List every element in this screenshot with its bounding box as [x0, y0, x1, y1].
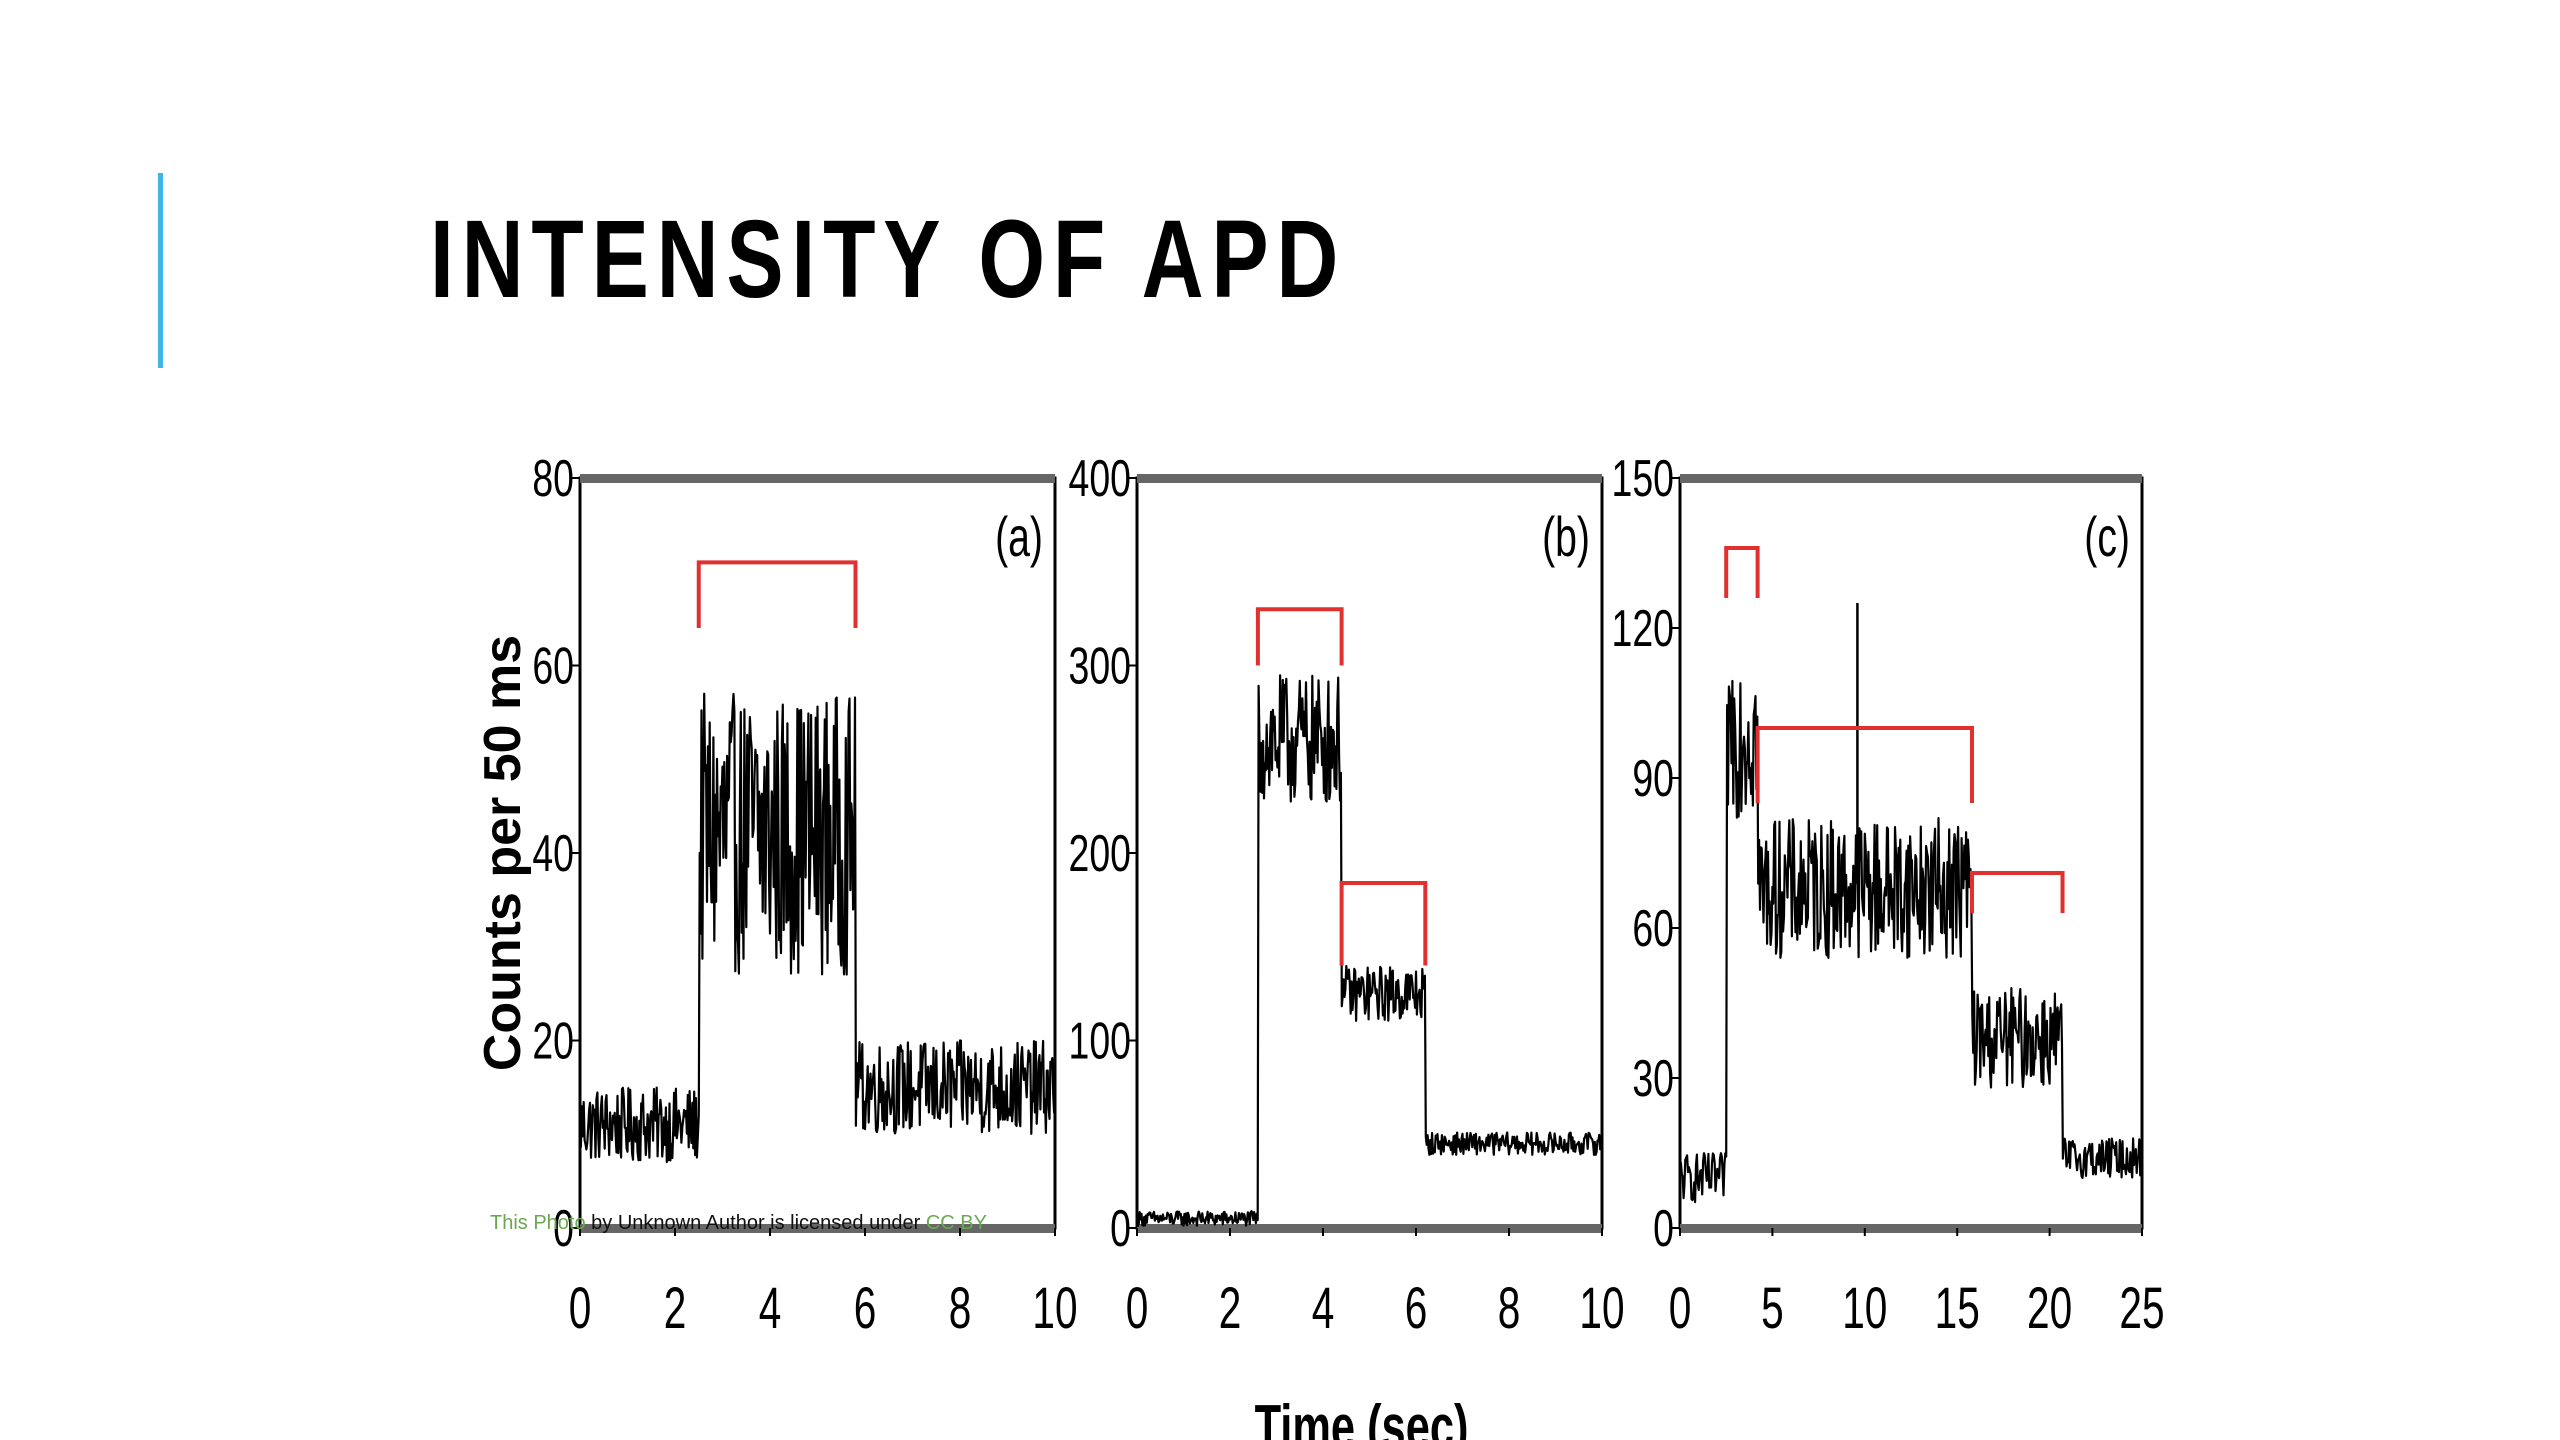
x-tick-label: 6 [854, 1276, 877, 1341]
x-tick-label: 0 [1669, 1276, 1692, 1341]
panel-1: 0 20 40 60 80 0 2 4 6 8 10 (a) Counts per 50 ms [474, 449, 1078, 1341]
x-tick-label: 4 [759, 1276, 782, 1341]
panel-bottom-band [1137, 1224, 1602, 1233]
panel-frame [1135, 476, 1604, 1230]
x-tick-label: 8 [1498, 1276, 1521, 1341]
intensity-trace [578, 692, 1057, 1164]
y-tick-label: 60 [532, 636, 574, 695]
level-bracket [696, 560, 858, 628]
y-tick-label: 300 [1069, 636, 1131, 695]
intensity-trace [1135, 674, 1603, 1228]
level-bracket [1255, 607, 1344, 666]
intensity-trace [1679, 679, 2144, 1204]
y-tick-label: 80 [532, 449, 574, 508]
y-tick-label: 90 [1632, 749, 1674, 808]
y-tick-label: 120 [1612, 599, 1674, 658]
x-tick-label: 0 [569, 1276, 592, 1341]
level-bracket [1339, 881, 1428, 966]
y-tick-label: 200 [1069, 824, 1131, 883]
y-axis-label: Counts per 50 ms [474, 635, 532, 1071]
y-tick-label: 0 [1653, 1199, 1674, 1258]
x-tick-label: 2 [664, 1276, 687, 1341]
x-tick-label: 0 [1126, 1276, 1149, 1341]
slide-title: INTENSITY OF APD [430, 198, 1347, 321]
panel-2: 0 100 200 300 400 0 2 4 6 8 10 (b) Time (sec) [1069, 449, 1625, 1440]
image-attribution: This Photo by Unknown Author is licensed… [490, 1212, 987, 1235]
y-tick-label: 150 [1612, 449, 1674, 508]
y-tick-label: 60 [1632, 899, 1674, 958]
x-axis-label: Time (sec) [1255, 1394, 1469, 1440]
attribution-license-link[interactable]: CC BY [925, 1212, 987, 1234]
x-tick-label: 15 [1935, 1276, 1980, 1341]
x-tick-label: 6 [1405, 1276, 1428, 1341]
x-tick-label: 10 [1579, 1276, 1624, 1341]
panel-bottom-band [1680, 1224, 2142, 1233]
level-bracket [1755, 726, 1974, 803]
x-tick-label: 5 [1761, 1276, 1784, 1341]
level-bracket [1969, 871, 2065, 913]
panel-top-band [580, 474, 1055, 483]
panel-bottom-band [580, 1224, 1055, 1233]
panel-label: (a) [995, 506, 1043, 569]
y-tick-label: 100 [1069, 1011, 1131, 1070]
y-tick-label: 20 [532, 1011, 574, 1070]
level-bracket [1724, 546, 1760, 598]
x-tick-label: 25 [2119, 1276, 2164, 1341]
y-tick-label: 0 [553, 1199, 574, 1258]
panel-top-band [1137, 474, 1602, 483]
x-tick-label: 20 [2027, 1276, 2072, 1341]
title-accent-bar [158, 173, 163, 368]
panel-label: (c) [2084, 506, 2130, 569]
panel-3: 0 30 60 90 120 150 0 5 10 15 20 25 (c) [1612, 449, 2165, 1341]
panel-top-band [1680, 474, 2142, 483]
panel-label: (b) [1542, 506, 1590, 569]
attribution-text: by Unknown Author is licensed under [585, 1212, 926, 1234]
x-tick-label: 8 [949, 1276, 972, 1341]
x-tick-label: 10 [1032, 1276, 1077, 1341]
y-tick-label: 40 [532, 824, 574, 883]
x-tick-label: 10 [1842, 1276, 1887, 1341]
attribution-photo-link[interactable]: This Photo [490, 1212, 586, 1234]
y-tick-label: 30 [1632, 1049, 1674, 1108]
x-tick-label: 2 [1219, 1276, 1242, 1341]
x-tick-label: 4 [1312, 1276, 1335, 1341]
y-tick-label: 400 [1069, 449, 1131, 508]
y-tick-label: 0 [1110, 1199, 1131, 1258]
